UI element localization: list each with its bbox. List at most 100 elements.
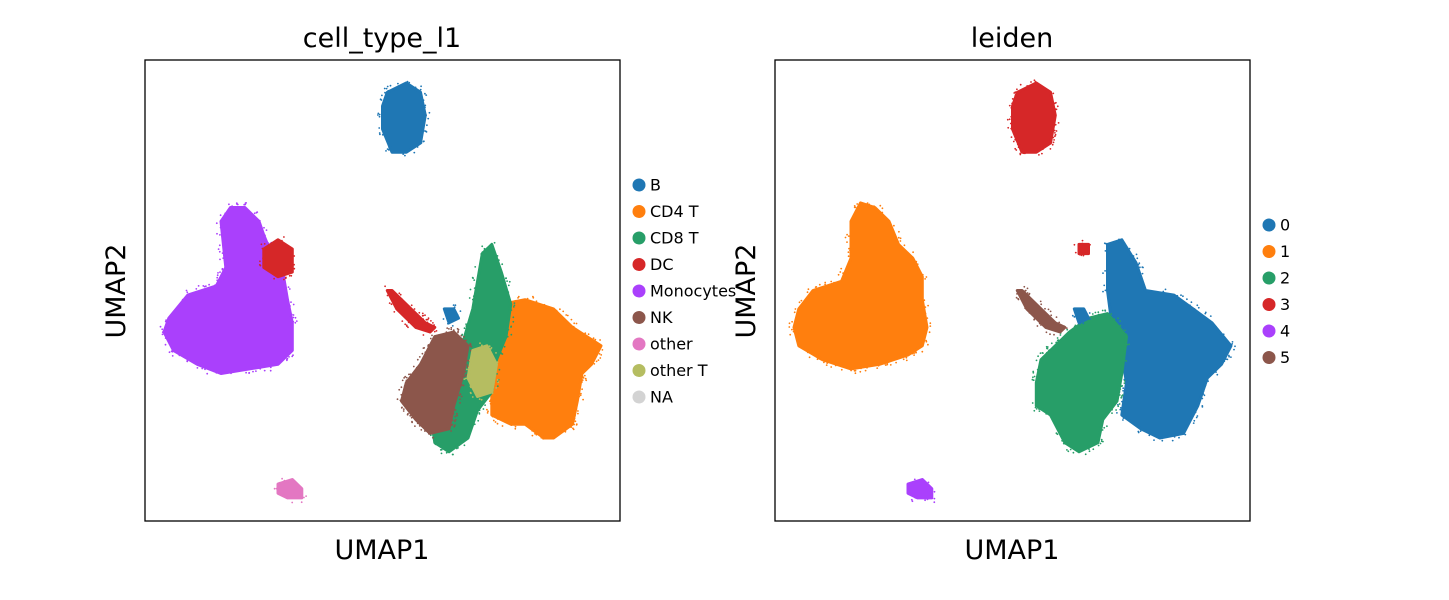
cell-point (384, 91, 386, 94)
cell-point (915, 351, 917, 354)
cell-point (465, 323, 467, 325)
cell-point (469, 391, 472, 394)
cell-point (933, 490, 936, 493)
cell-point (1080, 254, 1083, 257)
cell-point (830, 366, 833, 368)
cell-point (1011, 102, 1013, 105)
cell-point (381, 133, 384, 136)
cell-point (290, 313, 293, 316)
cell-point (1035, 399, 1037, 401)
cell-point (1026, 292, 1029, 294)
cell-point (206, 372, 209, 375)
cell-point (1197, 306, 1200, 309)
cell-point (1207, 380, 1209, 382)
cell-point (387, 89, 390, 92)
cell-point (517, 297, 519, 299)
cell-point (925, 276, 928, 278)
cell-point (462, 375, 465, 378)
cell-point (400, 407, 403, 409)
cell-point (1215, 371, 1217, 373)
cell-point (1137, 430, 1140, 433)
cell-point (291, 355, 294, 358)
cell-point (921, 350, 924, 353)
cell-point (486, 412, 489, 414)
legend-marker-5 (1262, 351, 1276, 364)
cell-point (289, 305, 291, 307)
cell-point (512, 306, 515, 308)
cell-point (179, 353, 182, 356)
cell-point (1016, 293, 1018, 295)
cell-point (464, 362, 467, 365)
cell-point (1119, 324, 1122, 327)
cell-point (377, 112, 380, 115)
cell-point (1032, 379, 1035, 382)
cell-point (859, 370, 862, 373)
cell-point (420, 361, 422, 364)
cell-point (501, 425, 504, 427)
x-axis-label: UMAP1 (335, 535, 430, 566)
cell-point (1065, 327, 1068, 329)
cell-point (403, 377, 405, 379)
legend-marker-2 (1262, 271, 1276, 285)
cell-point (1033, 79, 1036, 82)
cell-point (245, 371, 248, 374)
cell-point (402, 153, 405, 156)
cell-point (416, 422, 419, 425)
cell-point (854, 372, 857, 375)
cell-point (1122, 387, 1125, 390)
cell-point (1056, 337, 1059, 339)
cell-point (877, 364, 880, 367)
cell-point (854, 369, 857, 372)
cell-point (1031, 402, 1034, 404)
cluster-dc (384, 285, 438, 336)
cell-point (424, 92, 426, 95)
cell-point (834, 364, 837, 367)
cell-point (1050, 328, 1053, 331)
cell-point (1097, 314, 1099, 317)
cell-point (486, 408, 488, 411)
cell-point (451, 419, 454, 422)
cell-point (512, 316, 515, 319)
cell-point (1015, 296, 1018, 299)
legend-marker-other (632, 337, 646, 351)
cell-point (889, 364, 892, 366)
cell-point (382, 132, 385, 135)
cell-point (383, 97, 386, 100)
cell-point (216, 274, 219, 277)
cell-point (161, 328, 164, 331)
cluster-region (1015, 289, 1067, 334)
cell-point (577, 412, 579, 415)
cell-point (1082, 254, 1085, 257)
cell-point (388, 293, 391, 296)
cell-point (833, 281, 835, 284)
cell-point (534, 432, 536, 435)
cell-point (421, 312, 424, 315)
cell-point (1107, 295, 1109, 298)
cell-point (1082, 322, 1085, 325)
cell-point (899, 240, 902, 242)
cluster-region (1011, 81, 1057, 154)
cell-point (197, 285, 200, 287)
cell-point (435, 330, 438, 332)
legend-label-0: 0 (1280, 216, 1290, 235)
cell-point (245, 202, 248, 204)
cell-point (447, 322, 450, 325)
cell-point (292, 303, 295, 306)
cell-point (824, 281, 827, 284)
cell-point (500, 351, 502, 354)
cell-point (404, 375, 407, 378)
cell-point (1048, 349, 1051, 351)
cell-point (1045, 351, 1048, 354)
cell-point (463, 444, 466, 447)
cell-point (1006, 118, 1009, 121)
cell-point (446, 327, 449, 329)
cell-point (830, 280, 833, 283)
cell-point (574, 414, 576, 417)
cell-point (1110, 313, 1113, 315)
cluster-cd4-t (483, 295, 604, 440)
cell-point (1016, 88, 1018, 91)
cell-point (1164, 288, 1167, 291)
cell-point (1119, 408, 1122, 411)
cell-point (1049, 148, 1052, 150)
cell-point (263, 243, 266, 245)
